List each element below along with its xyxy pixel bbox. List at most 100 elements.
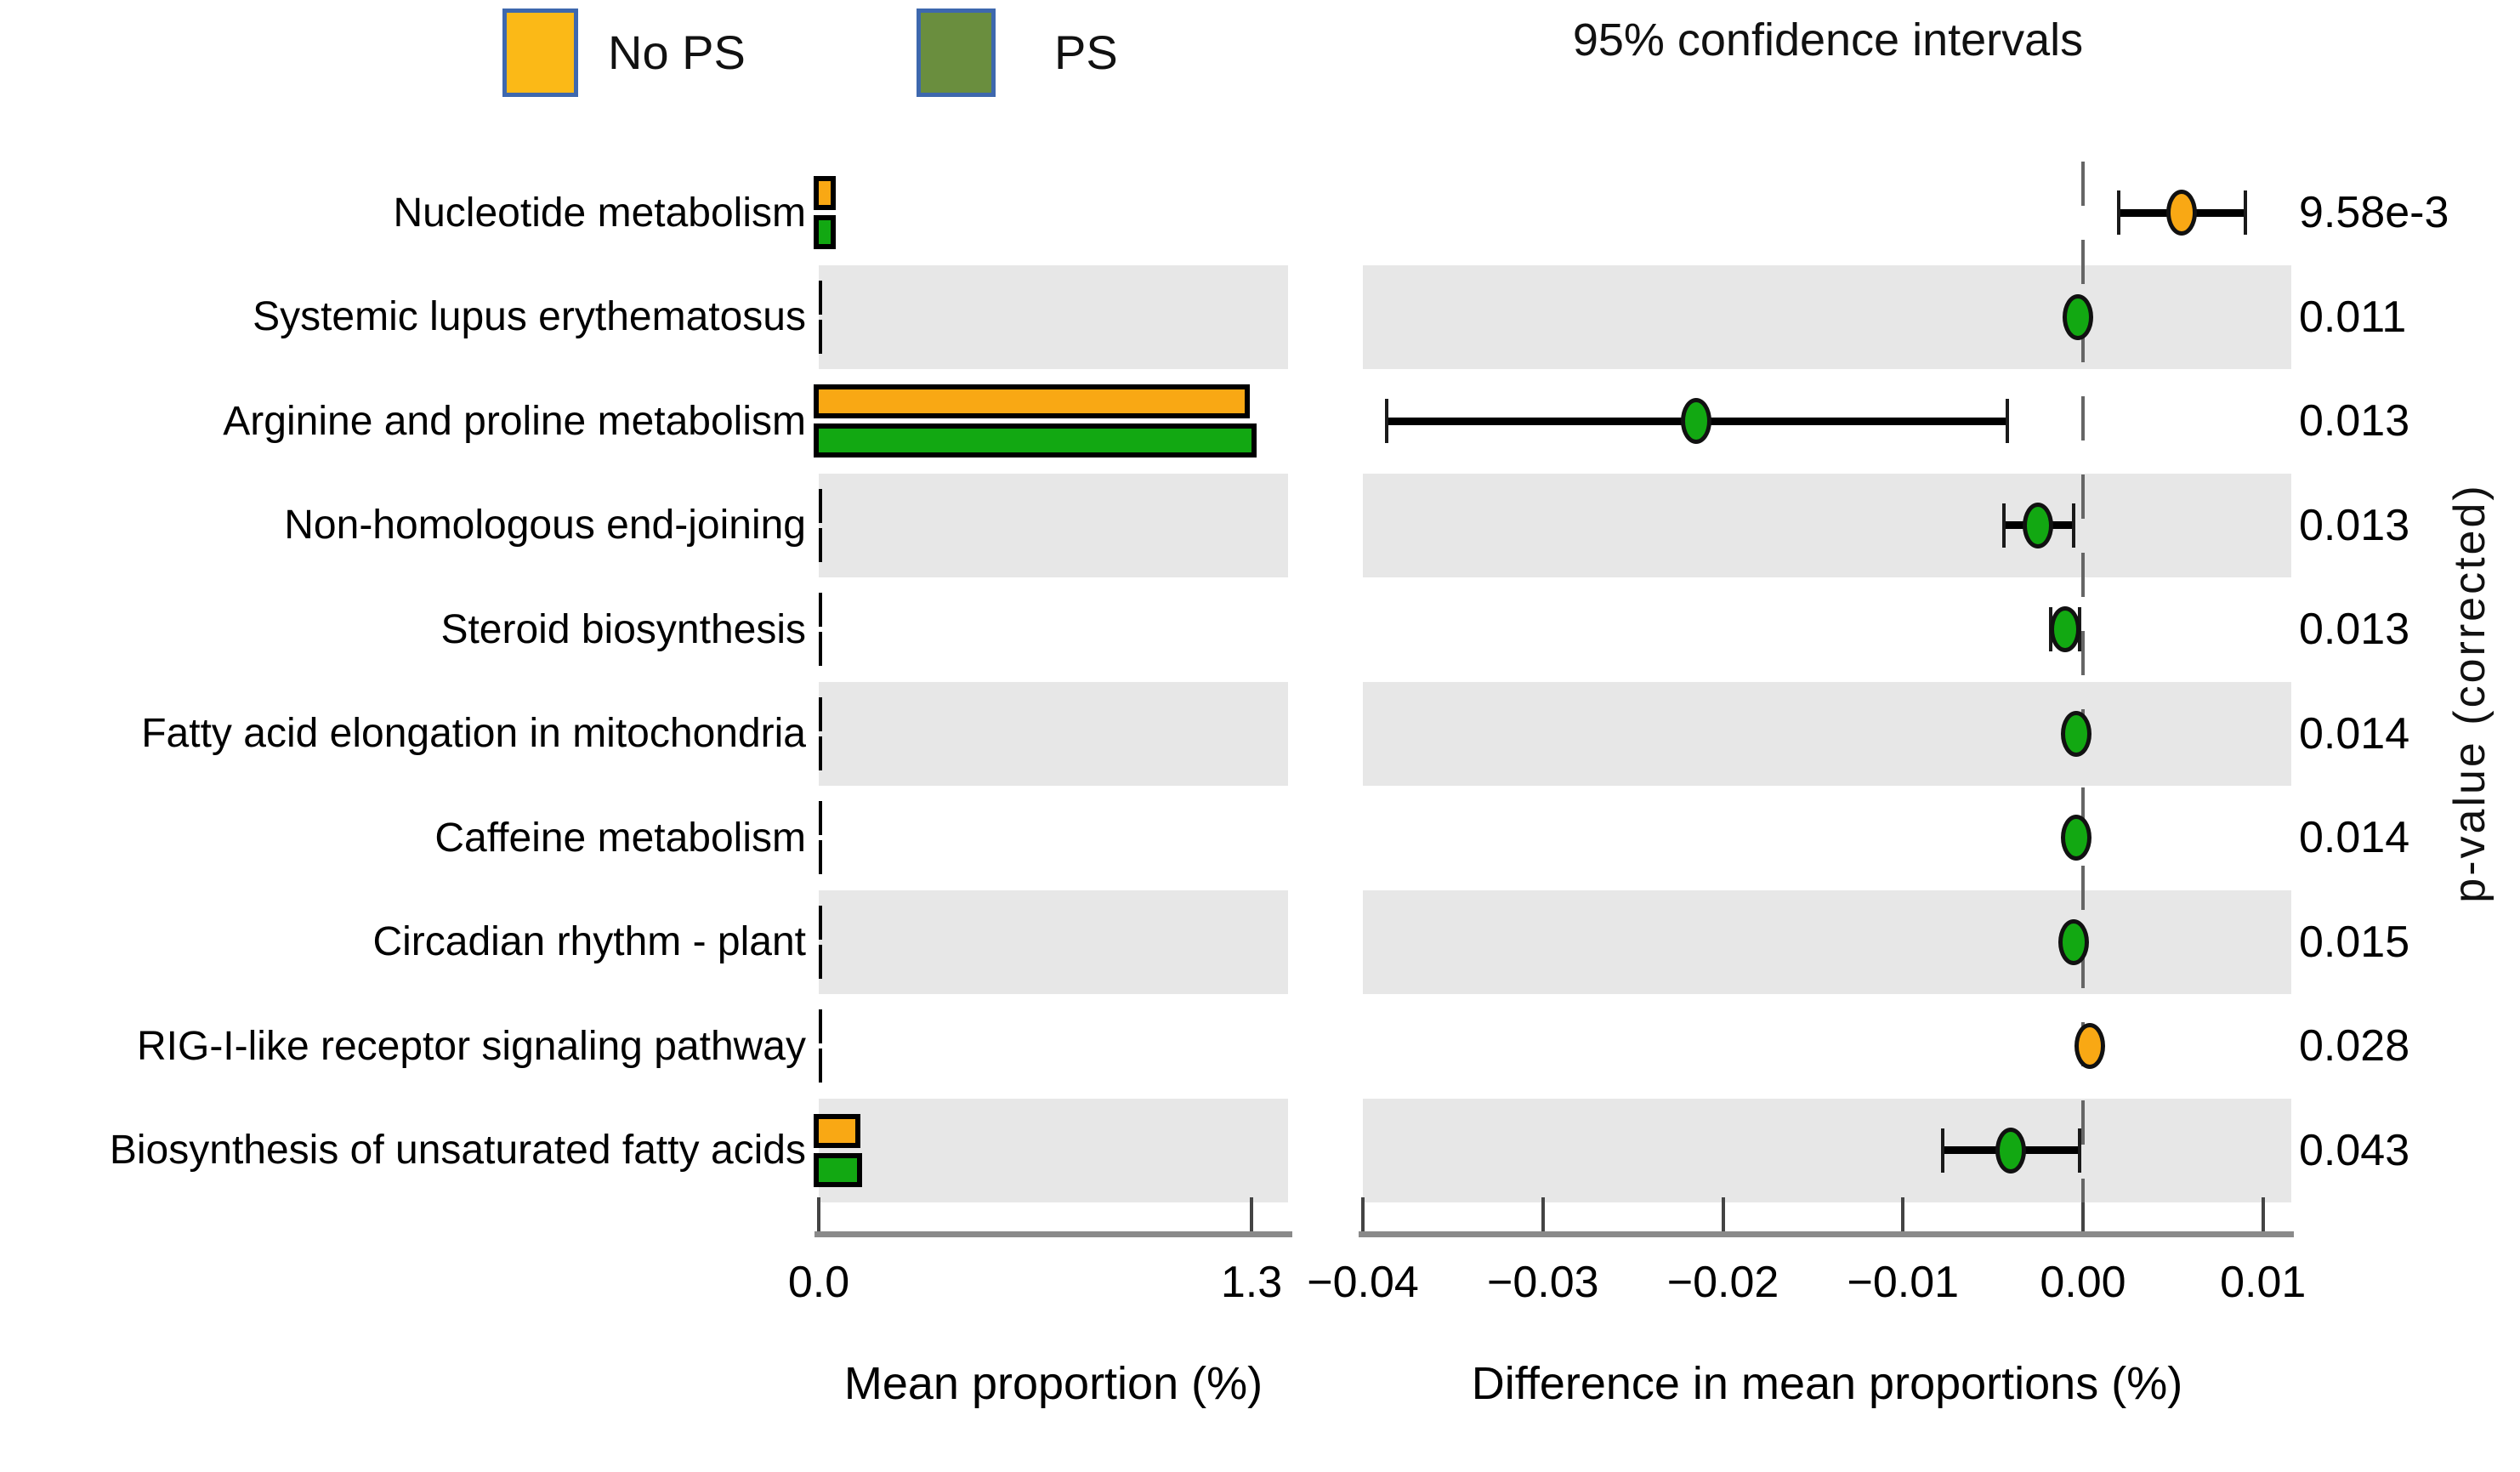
axis-tick-label: −0.02 — [1666, 1258, 1779, 1307]
mean-proportion-bar-ps — [814, 215, 836, 250]
p-value: 0.013 — [2299, 396, 2410, 446]
ci-whisker-cap — [2077, 1128, 2081, 1173]
mean-proportion-bar-no-ps — [814, 384, 1251, 419]
pathway-label: Fatty acid elongation in mitochondria — [141, 711, 806, 757]
row-stripe — [819, 1098, 1288, 1202]
right-axis-line — [1359, 1231, 2294, 1237]
axis-tick — [817, 1197, 820, 1231]
mean-proportion-bar-ps — [819, 1049, 822, 1083]
axis-tick — [1901, 1197, 1905, 1231]
ci-dot — [2049, 606, 2080, 653]
ps-legend-swatch-icon — [917, 9, 996, 97]
axis-tick-label: 0.0 — [787, 1258, 850, 1307]
ci-dot — [1680, 398, 1711, 445]
row-stripe — [819, 681, 1288, 786]
axis-tick — [2081, 1197, 2085, 1231]
mean-proportion-bar-ps — [819, 840, 822, 875]
row-stripe — [819, 889, 1288, 994]
row-stripe — [819, 264, 1288, 369]
mean-proportion-bar-no-ps — [819, 593, 822, 628]
p-value: 0.013 — [2299, 500, 2410, 550]
p-value: 0.011 — [2299, 292, 2407, 342]
pathway-row: Caffeine metabolism 0.014 — [0, 786, 2520, 890]
mean-proportion-bar-ps — [814, 1152, 863, 1187]
pathway-row: RIG-I-like receptor signaling pathway 0.0… — [0, 994, 2520, 1099]
left-axis-title: Mean proportion (%) — [843, 1358, 1263, 1409]
axis-tick — [1721, 1197, 1725, 1231]
mean-proportion-bar-no-ps — [819, 696, 822, 731]
pathway-label: Steroid biosynthesis — [440, 606, 806, 652]
p-value: 0.014 — [2299, 708, 2410, 759]
mean-proportion-bar-no-ps — [819, 280, 822, 315]
p-value: 0.013 — [2299, 605, 2410, 655]
pathway-label: RIG-I-like receptor signaling pathway — [136, 1023, 806, 1069]
ci-whisker-cap — [2117, 190, 2121, 236]
pathway-label: Arginine and proline metabolism — [223, 398, 806, 444]
axis-tick-label: −0.04 — [1307, 1258, 1419, 1307]
ci-whisker-cap — [2006, 399, 2010, 444]
ci-dot — [2023, 502, 2054, 548]
axis-tick-label: −0.03 — [1486, 1258, 1599, 1307]
pathway-row: Arginine and proline metabolism 0.013 — [0, 369, 2520, 474]
mean-proportion-bar-no-ps — [814, 1113, 861, 1148]
mean-proportion-bar-no-ps — [819, 801, 822, 836]
row-stripe — [1363, 473, 2291, 577]
left-axis-line — [814, 1231, 1292, 1237]
axis-tick — [2261, 1197, 2265, 1231]
ci-dot — [2166, 190, 2198, 236]
ci-whisker-cap — [2243, 190, 2247, 236]
ci-panel-title: 95% confidence intervals — [1572, 14, 2084, 65]
right-axis-title: Difference in mean proportions (%) — [1471, 1358, 2183, 1409]
ci-whisker-cap — [1940, 1128, 1944, 1173]
legend-label-no-ps: No PS — [608, 26, 746, 79]
pathway-label: Systemic lupus erythematosus — [253, 294, 806, 340]
row-stripe — [819, 473, 1288, 577]
row-stripe — [1363, 681, 2291, 786]
axis-tick-label: 0.00 — [2040, 1258, 2126, 1307]
pathway-row: Systemic lupus erythematosus 0.011 — [0, 264, 2520, 369]
row-stripe — [1363, 889, 2291, 994]
mean-proportion-bar-ps — [819, 319, 822, 354]
mean-proportion-bar-ps — [814, 423, 1257, 458]
axis-tick-label: 1.3 — [1220, 1258, 1283, 1307]
pathway-label: Caffeine metabolism — [434, 815, 806, 861]
pathway-row: Nucleotide metabolism 9.58e-3 — [0, 161, 2520, 265]
p-value: 0.015 — [2299, 917, 2410, 967]
p-value: 0.043 — [2299, 1125, 2410, 1175]
mean-proportion-bar-no-ps — [819, 1009, 822, 1044]
pathway-label: Nucleotide metabolism — [393, 190, 806, 236]
no-ps-legend-swatch-icon — [502, 9, 578, 97]
pathway-row: Biosynthesis of unsaturated fatty acids 0… — [0, 1098, 2520, 1202]
zero-reference-line — [2081, 162, 2085, 1202]
mean-proportion-bar-ps — [819, 527, 822, 562]
ci-dot — [2060, 815, 2091, 861]
pathway-row: Fatty acid elongation in mitochondria 0.0… — [0, 681, 2520, 786]
p-value: 0.014 — [2299, 813, 2410, 863]
ci-whisker-cap — [1384, 399, 1388, 444]
pathway-row: Steroid biosynthesis 0.013 — [0, 577, 2520, 682]
ci-dot — [1995, 1127, 2027, 1174]
p-value: 9.58e-3 — [2299, 188, 2449, 238]
mean-proportion-bar-no-ps — [819, 488, 822, 523]
mean-proportion-bar-ps — [819, 944, 822, 979]
mean-proportion-bar-ps — [819, 736, 822, 770]
axis-tick-label: −0.01 — [1847, 1258, 1960, 1307]
ci-whisker-cap — [2001, 503, 2006, 548]
axis-tick-label: 0.01 — [2220, 1258, 2307, 1307]
legend-label-ps: PS — [1054, 26, 1118, 79]
mean-proportion-bar-no-ps — [819, 905, 822, 940]
row-stripe — [1363, 264, 2291, 369]
ci-dot — [2058, 918, 2090, 965]
pathway-label: Circadian rhythm - plant — [372, 919, 806, 965]
axis-tick — [1541, 1197, 1545, 1231]
ci-dot — [2060, 710, 2091, 757]
pathway-label: Non-homologous end-joining — [284, 503, 806, 548]
ci-dot — [2074, 1023, 2106, 1070]
axis-tick — [1250, 1197, 1253, 1231]
pathway-label: Biosynthesis of unsaturated fatty acids — [109, 1128, 806, 1174]
pathway-row: Non-homologous end-joining 0.013 — [0, 473, 2520, 577]
ci-dot — [2062, 293, 2093, 340]
ci-whisker-cap — [2072, 503, 2076, 548]
row-stripe — [1363, 1098, 2291, 1202]
